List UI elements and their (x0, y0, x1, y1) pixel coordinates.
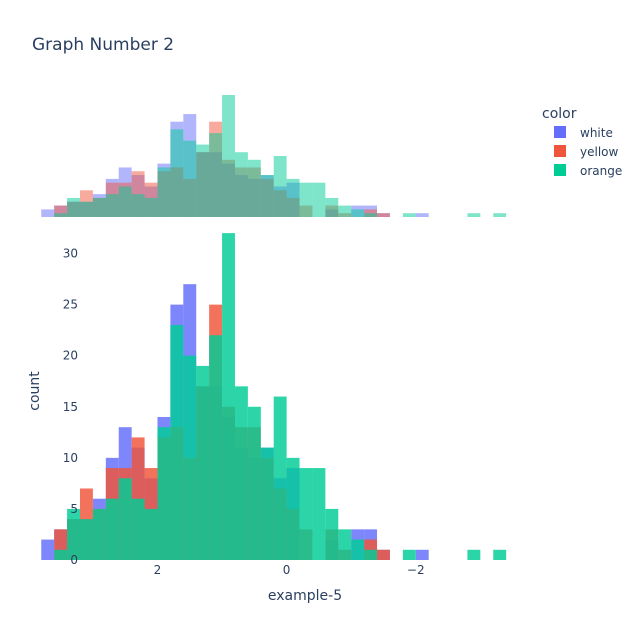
main-histogram (41, 233, 507, 561)
bar-orange-29[interactable] (118, 478, 132, 560)
bar-orange-20[interactable] (234, 386, 248, 560)
marginal-bar-orange-26[interactable] (157, 167, 171, 217)
bar-orange-2[interactable] (467, 549, 481, 560)
marginal-bar-orange-32[interactable] (80, 201, 93, 217)
marginal-bar-white-35[interactable] (41, 209, 55, 218)
marginal-bar-orange-15[interactable] (299, 182, 313, 217)
x-axis-ticks: 2 0 −2 (154, 563, 425, 577)
legend-label-orange: orange (580, 164, 622, 178)
y-tick-label: 5 (70, 502, 78, 516)
bar-orange-18[interactable] (260, 447, 274, 560)
marginal-bar-orange-10[interactable] (364, 213, 378, 217)
y-tick-label: 30 (63, 247, 78, 261)
bar-orange-16[interactable] (286, 457, 300, 560)
y-tick-label: 10 (63, 451, 78, 465)
marginal-bar-orange-28[interactable] (131, 194, 145, 218)
bar-orange-23[interactable] (196, 365, 210, 560)
legend-item-orange[interactable]: orange (554, 164, 622, 178)
legend-item-white[interactable]: white (554, 126, 613, 140)
chart-title: Graph Number 2 (32, 35, 174, 55)
marginal-bar-yellow-34[interactable] (54, 205, 68, 217)
legend-label-white: white (580, 126, 613, 140)
marginal-bar-orange-24[interactable] (183, 140, 197, 217)
marginal-bar-orange-18[interactable] (260, 175, 274, 217)
bar-orange-17[interactable] (273, 396, 287, 560)
marginal-bar-orange-29[interactable] (118, 186, 132, 218)
y-axis-ticks: 0 5 10 15 20 25 30 (63, 247, 78, 567)
bar-orange-14[interactable] (312, 468, 326, 560)
bar-orange-24[interactable] (183, 355, 197, 560)
legend-swatch-orange (554, 164, 566, 176)
marginal-bar-orange-23[interactable] (196, 144, 210, 217)
marginal-bar-orange-20[interactable] (234, 152, 248, 217)
marginal-bar-orange-16[interactable] (286, 178, 300, 218)
y-tick-label: 25 (63, 298, 78, 312)
marginal-histogram (41, 95, 507, 218)
marginal-bar-orange-12[interactable] (338, 205, 352, 217)
bar-orange-26[interactable] (157, 427, 171, 560)
x-tick-label: 0 (283, 563, 291, 577)
marginal-bar-orange-27[interactable] (144, 197, 158, 217)
marginal-bar-orange-31[interactable] (92, 197, 106, 217)
bar-orange-11[interactable] (351, 539, 365, 560)
marginal-bar-orange-22[interactable] (209, 133, 223, 218)
bar-orange-34[interactable] (54, 549, 68, 560)
bar-orange-30[interactable] (105, 498, 119, 560)
bar-orange-22[interactable] (209, 335, 223, 560)
marginal-bar-orange-0[interactable] (493, 213, 507, 217)
bar-orange-21[interactable] (222, 233, 235, 561)
bar-orange-0[interactable] (493, 549, 507, 560)
x-axis-label: example-5 (268, 588, 342, 604)
legend-swatch-white (554, 126, 566, 138)
marginal-bar-orange-14[interactable] (312, 182, 326, 217)
bar-yellow-9[interactable] (377, 549, 390, 560)
bar-orange-13[interactable] (325, 508, 339, 560)
marginal-bar-orange-11[interactable] (351, 209, 365, 218)
marginal-bar-orange-7[interactable] (402, 213, 416, 217)
legend-title: color (542, 106, 577, 122)
bar-orange-27[interactable] (144, 508, 158, 560)
y-tick-label: 0 (70, 553, 78, 567)
legend-label-yellow: yellow (580, 145, 618, 159)
marginal-bar-orange-17[interactable] (273, 156, 287, 217)
marginal-bar-orange-2[interactable] (467, 213, 481, 217)
marginal-bar-orange-30[interactable] (105, 194, 119, 218)
bar-orange-25[interactable] (170, 325, 184, 560)
legend-swatch-yellow (554, 145, 566, 157)
legend[interactable]: color white yellow orange (542, 106, 622, 178)
bar-orange-12[interactable] (338, 529, 352, 560)
bar-orange-28[interactable] (131, 498, 145, 560)
bar-orange-31[interactable] (92, 508, 106, 560)
bar-orange-32[interactable] (80, 519, 93, 560)
bar-orange-7[interactable] (402, 549, 416, 560)
bar-white-6[interactable] (415, 549, 429, 560)
marginal-bar-orange-19[interactable] (247, 159, 261, 217)
marginal-bar-orange-34[interactable] (54, 213, 68, 217)
x-tick-label: −2 (407, 563, 425, 577)
bar-white-35[interactable] (41, 539, 55, 560)
bar-orange-15[interactable] (299, 468, 313, 560)
marginal-bar-white-6[interactable] (415, 213, 429, 217)
marginal-bar-yellow-9[interactable] (377, 213, 390, 217)
marginal-bar-orange-33[interactable] (67, 197, 80, 217)
y-axis-label: count (27, 371, 43, 411)
marginal-bar-orange-25[interactable] (170, 129, 184, 217)
y-tick-label: 15 (63, 400, 78, 414)
bar-orange-10[interactable] (364, 549, 378, 560)
marginal-bar-orange-21[interactable] (222, 95, 235, 217)
x-tick-label: 2 (154, 563, 162, 577)
bar-orange-33[interactable] (67, 508, 80, 560)
y-tick-label: 20 (63, 349, 78, 363)
legend-item-yellow[interactable]: yellow (554, 145, 618, 159)
marginal-bar-orange-13[interactable] (325, 197, 339, 217)
bar-orange-19[interactable] (247, 406, 261, 560)
